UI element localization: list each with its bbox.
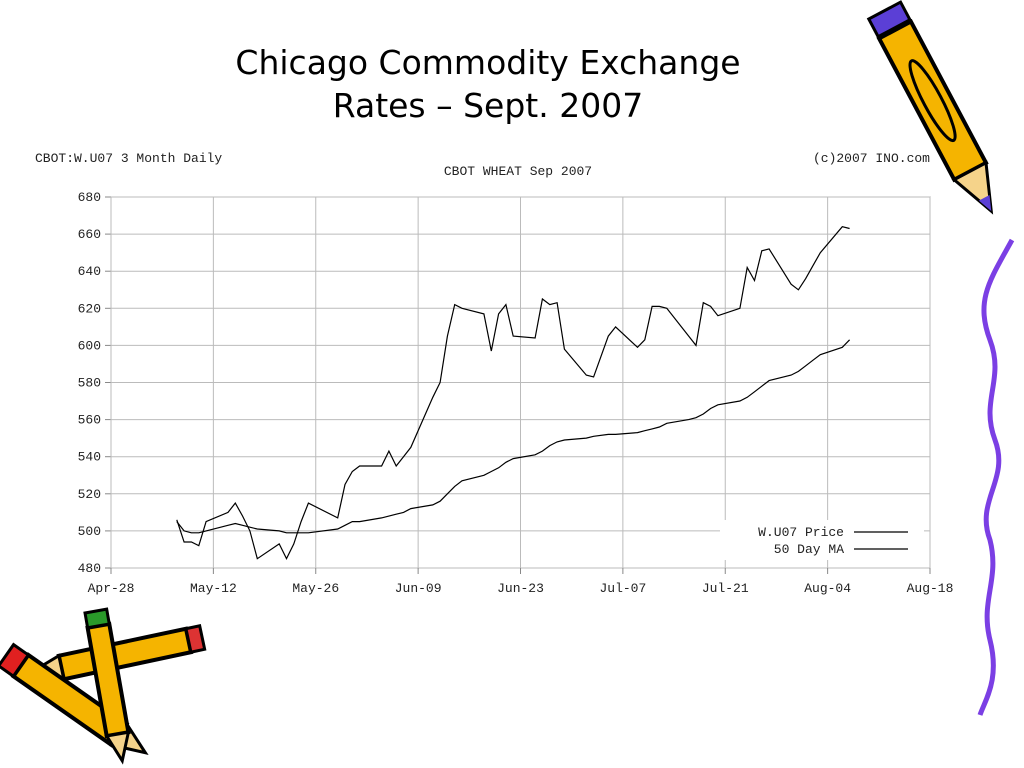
x-tick-label: May-26 — [292, 581, 339, 596]
pencil-decoration — [83, 607, 131, 765]
y-tick-label: 620 — [78, 301, 101, 316]
y-tick-label: 520 — [78, 487, 101, 502]
series-line — [176, 226, 850, 561]
y-tick-label: 560 — [78, 413, 101, 428]
x-tick-label: Jul-21 — [702, 581, 749, 596]
y-tick-label: 680 — [78, 190, 101, 205]
y-tick-label: 580 — [78, 376, 101, 391]
wavy-decoration — [977, 238, 1015, 716]
annotation: CBOT:W.U07 3 Month Daily — [35, 151, 222, 166]
legend-box — [720, 520, 924, 560]
y-tick-label: 660 — [78, 227, 101, 242]
legend-label: W.U07 Price — [758, 525, 844, 540]
x-tick-label: Aug-04 — [804, 581, 851, 596]
x-tick-label: Apr-28 — [88, 581, 135, 596]
x-tick-label: Jun-23 — [497, 581, 544, 596]
y-tick-label: 640 — [78, 264, 101, 279]
pencil-decoration — [866, 0, 994, 215]
legend-label: 50 Day MA — [774, 542, 844, 557]
x-tick-label: Jun-09 — [395, 581, 442, 596]
y-tick-label: 480 — [78, 561, 101, 576]
y-tick-label: 500 — [78, 524, 101, 539]
x-tick-label: Jul-07 — [599, 581, 646, 596]
slide-title: Rates – Sept. 2007 — [333, 86, 643, 125]
y-tick-label: 540 — [78, 450, 101, 465]
annotation: (c)2007 INO.com — [813, 151, 930, 166]
x-tick-label: May-12 — [190, 581, 237, 596]
chart-title: CBOT WHEAT Sep 2007 — [444, 164, 592, 179]
y-tick-label: 600 — [78, 338, 101, 353]
x-tick-label: Aug-18 — [907, 581, 954, 596]
series-line — [176, 339, 851, 534]
slide-title: Chicago Commodity Exchange — [235, 43, 740, 82]
